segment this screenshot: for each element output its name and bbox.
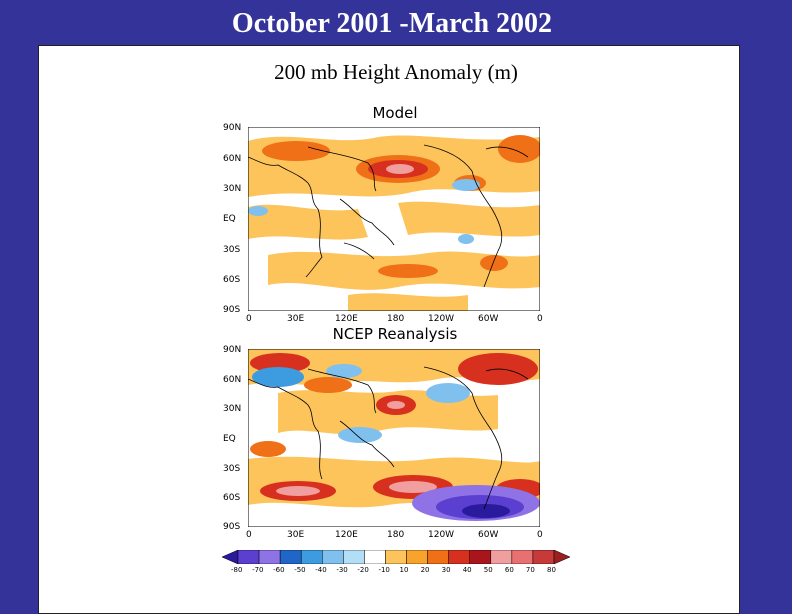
colorbar-swatch	[237, 550, 260, 564]
ncep-map-title: NCEP Reanalysis	[332, 325, 458, 343]
negative-anomaly-region	[458, 234, 474, 244]
negative-anomaly-region	[462, 504, 510, 518]
x-tick-label: 120W	[428, 530, 455, 540]
negative-anomaly-region	[252, 367, 304, 387]
positive-anomaly-core	[387, 401, 405, 409]
colorbar-tick-label: -40	[315, 566, 327, 574]
colorbar-swatch	[448, 550, 470, 564]
x-tick-label: 0	[246, 530, 252, 540]
colorbar-swatch	[511, 550, 534, 564]
positive-anomaly-core	[250, 353, 310, 373]
negative-anomaly-region	[248, 206, 268, 216]
y-tick-label: 90N	[223, 345, 242, 355]
x-tick-label: 30E	[287, 314, 305, 324]
model-anomaly-map	[248, 127, 540, 311]
colorbar-tick-label: 20	[420, 566, 430, 574]
y-tick-label: 30S	[223, 464, 241, 474]
colorbar-tick-label: 30	[441, 566, 451, 574]
x-tick-label: 0	[537, 314, 543, 324]
colorbar-tick-label: -10	[378, 566, 390, 574]
positive-anomaly-region	[248, 204, 368, 240]
positive-anomaly-core	[480, 255, 508, 271]
colorbar-swatch	[490, 550, 513, 564]
model-map-title: Model	[372, 104, 418, 122]
colorbar-tick-label: 10	[399, 566, 409, 574]
colorbar-tick-label: -20	[357, 566, 369, 574]
y-tick-label: EQ	[223, 434, 236, 444]
colorbar-swatch	[258, 550, 281, 564]
y-tick-label: 60S	[223, 493, 241, 503]
y-tick-label: 60N	[223, 375, 242, 385]
colorbar-swatch	[322, 550, 344, 564]
x-tick-label: 180	[387, 530, 405, 540]
positive-anomaly-region	[398, 201, 540, 237]
colorbar-tick-label: -60	[273, 566, 285, 574]
x-tick-label: 0	[537, 530, 543, 540]
x-tick-label: 60W	[478, 530, 499, 540]
x-tick-label: 120E	[335, 530, 358, 540]
colorbar-tick-label: -70	[252, 566, 264, 574]
slide-title: October 2001 -March 2002	[231, 8, 553, 39]
y-tick-label: 60S	[223, 275, 241, 285]
colorbar-swatch	[532, 550, 555, 564]
negative-anomaly-region	[338, 427, 382, 443]
colorbar-labels: -80 -70 -60 -50 -40 -30 -20 -10 10 20 30 40 50 60 70 80	[222, 566, 570, 578]
y-tick-label: EQ	[223, 214, 236, 224]
positive-anomaly-core	[386, 164, 414, 174]
x-tick-label: 60W	[478, 314, 499, 324]
colorbar-swatch	[469, 550, 492, 564]
colorbar-tick-label: -30	[336, 566, 348, 574]
negative-anomaly-region	[452, 179, 480, 191]
colorbar-swatch	[385, 550, 407, 564]
colorbar	[222, 550, 570, 564]
x-tick-label: 120E	[335, 314, 358, 324]
positive-anomaly-core	[389, 481, 437, 493]
colorbar-tick-label: 40	[462, 566, 472, 574]
x-tick-label: 120W	[428, 314, 455, 324]
colorbar-swatch	[364, 550, 386, 564]
y-tick-label: 30S	[223, 245, 241, 255]
positive-anomaly-core	[262, 141, 330, 161]
figure-title: 200 mb Height Anomaly (m)	[274, 60, 518, 84]
colorbar-tick-label: -50	[294, 566, 306, 574]
coastlines	[248, 144, 529, 288]
positive-anomaly-core	[378, 264, 438, 278]
y-tick-label: 90S	[223, 305, 241, 315]
negative-anomaly-region	[426, 383, 470, 403]
x-tick-label: 180	[387, 314, 405, 324]
y-tick-label: 90S	[223, 522, 241, 532]
colorbar-swatch	[406, 550, 428, 564]
colorbar-max-arrow	[553, 550, 570, 564]
x-tick-label: 30E	[287, 530, 305, 540]
colorbar-tick-label: 60	[504, 566, 514, 574]
coastlines	[248, 366, 529, 510]
colorbar-min-arrow	[222, 550, 239, 564]
colorbar-swatch	[343, 550, 365, 564]
y-tick-label: 90N	[223, 123, 242, 133]
positive-anomaly-region	[348, 293, 468, 311]
colorbar-tick-label: 50	[483, 566, 493, 574]
negative-anomaly-region	[326, 364, 362, 378]
colorbar-tick-label: -80	[231, 566, 243, 574]
y-tick-label: 60N	[223, 154, 242, 164]
colorbar-tick-label: 70	[525, 566, 535, 574]
positive-anomaly-core	[250, 441, 286, 457]
x-tick-label: 0	[246, 314, 252, 324]
colorbar-swatch	[427, 550, 449, 564]
positive-anomaly-core	[498, 135, 540, 163]
y-tick-label: 30N	[223, 184, 242, 194]
colorbar-swatch	[300, 550, 323, 564]
y-tick-label: 30N	[223, 404, 242, 414]
colorbar-swatch	[279, 550, 302, 564]
positive-anomaly-core	[276, 486, 320, 496]
colorbar-tick-label: 80	[547, 566, 556, 574]
positive-anomaly-core	[304, 377, 352, 393]
ncep-anomaly-map	[248, 349, 540, 527]
